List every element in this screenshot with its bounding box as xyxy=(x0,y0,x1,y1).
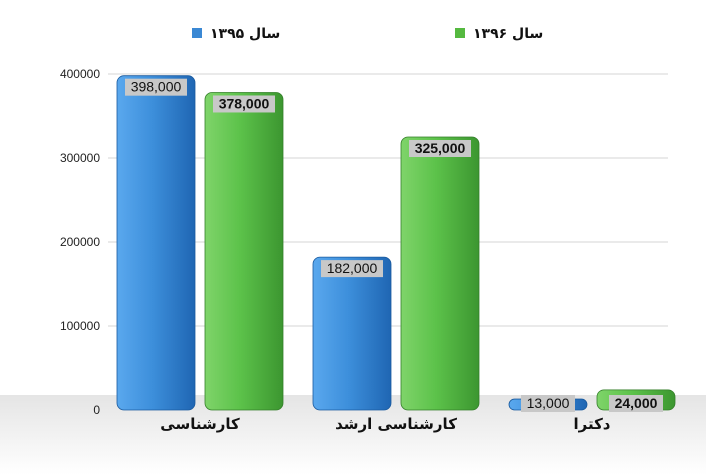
y-tick-label: 0 xyxy=(93,403,100,417)
legend-label: سال ۱۳۹۵ xyxy=(210,26,280,42)
data-label: 13,000 xyxy=(527,395,570,411)
data-label: 24,000 xyxy=(615,395,658,411)
data-label-bg xyxy=(213,95,275,113)
category-labels: کارشناسی کارشناسی ارشد دکترا xyxy=(160,415,611,433)
y-tick-label: 200000 xyxy=(60,235,100,249)
data-label-bg xyxy=(321,260,383,278)
data-label: 398,000 xyxy=(131,79,182,95)
y-axis-ticks: 0 100000 200000 300000 400000 xyxy=(60,67,100,417)
y-tick-label: 300000 xyxy=(60,151,100,165)
legend-label: سال ۱۳۹۶ xyxy=(473,26,543,42)
bar xyxy=(204,92,284,411)
y-tick-label: 400000 xyxy=(60,67,100,81)
data-label-bg xyxy=(609,395,663,412)
legend-swatch xyxy=(455,28,465,38)
bar xyxy=(400,136,480,411)
gridlines xyxy=(108,73,668,327)
bar xyxy=(116,75,196,411)
y-tick-label: 100000 xyxy=(60,319,100,333)
legend: سال ۱۳۹۵ سال ۱۳۹۶ xyxy=(192,26,543,42)
data-label-bg xyxy=(521,395,575,412)
data-label-bg xyxy=(409,140,471,157)
data-label: 182,000 xyxy=(327,260,378,276)
category-label: کارشناسی xyxy=(160,415,240,433)
bars: 398,000 378,000 182,000 325,000 13,000 24,000 xyxy=(116,75,676,412)
category-label: کارشناسی ارشد xyxy=(335,415,457,433)
category-label: دکترا xyxy=(573,415,610,433)
data-label: 325,000 xyxy=(415,140,466,156)
data-label-bg xyxy=(125,78,187,96)
data-label: 378,000 xyxy=(219,95,270,111)
legend-swatch xyxy=(192,28,202,38)
bar xyxy=(312,256,392,411)
